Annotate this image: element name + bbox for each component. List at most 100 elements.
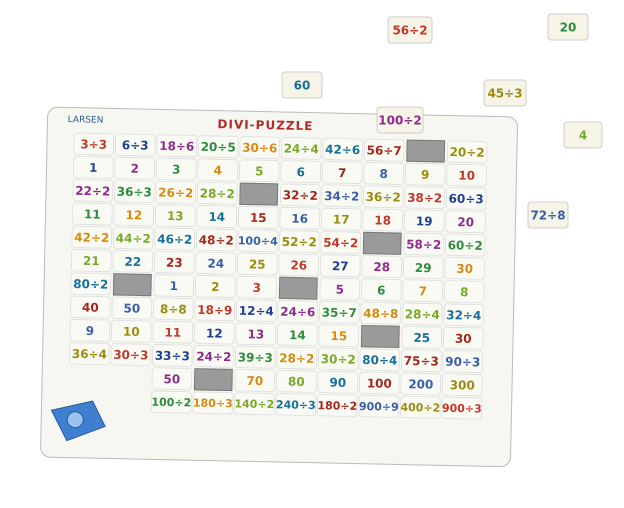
tile	[277, 323, 318, 347]
empty-slot	[406, 139, 446, 163]
tile-text: 30÷6	[242, 141, 277, 156]
tile-text: 28÷2	[279, 351, 314, 366]
tile-text: 40	[82, 300, 99, 314]
tile	[358, 394, 400, 418]
tile	[360, 278, 402, 302]
tile	[279, 206, 321, 230]
tile	[317, 370, 359, 394]
tile-text: 11	[84, 207, 101, 221]
tile	[71, 202, 113, 226]
tile-text: 26÷2	[158, 186, 193, 201]
tile-text: 12	[206, 326, 223, 340]
tile-text: 42÷6	[325, 142, 360, 157]
tile	[192, 391, 234, 415]
tile-text: 17	[333, 212, 350, 226]
tile-text: 400÷2	[400, 401, 440, 415]
tile	[444, 256, 486, 280]
tile	[362, 185, 404, 209]
loose-piece-text: 45÷3	[487, 87, 522, 101]
tile-text: 100÷2	[151, 396, 191, 410]
tile	[234, 369, 276, 392]
tile-text: 70	[246, 374, 263, 388]
tile	[319, 254, 361, 278]
tile-text: 9	[86, 324, 95, 338]
tile-text: 10	[458, 169, 475, 183]
loose-piece-text: 20	[560, 21, 577, 35]
tile	[194, 321, 235, 345]
tile-text: 13	[247, 327, 264, 341]
tile	[318, 347, 359, 371]
tile	[114, 156, 156, 180]
tile	[112, 250, 154, 273]
loose-piece-text: 100÷2	[378, 114, 421, 128]
tile	[400, 349, 442, 373]
tile	[363, 138, 405, 162]
tile	[276, 369, 317, 393]
tile	[113, 180, 155, 203]
tile	[277, 300, 319, 323]
tile	[276, 346, 318, 370]
tile	[402, 256, 444, 279]
tile	[444, 233, 486, 257]
tile	[404, 186, 446, 210]
tile	[318, 324, 360, 348]
tile-text: 28	[373, 260, 390, 274]
tile	[113, 203, 155, 227]
tile-text: 100	[367, 376, 392, 391]
tile	[196, 205, 238, 228]
tile-text: 80	[288, 375, 305, 389]
tile	[363, 162, 405, 185]
tile-text: 28÷4	[405, 307, 440, 322]
tile-text: 900÷3	[442, 402, 482, 416]
tile	[237, 206, 279, 229]
tile-text: 33÷3	[155, 349, 190, 364]
tile-text: 24	[207, 256, 224, 270]
puzzle-board: LARSEN DIVI-PUZZLE 3÷3 6÷3 18÷6 20÷5 30÷6 24÷…	[40, 106, 518, 468]
loose-piece	[387, 16, 433, 44]
tile	[278, 230, 320, 253]
tile-text: 1	[89, 161, 98, 175]
tile	[320, 231, 362, 254]
tile-text: 30÷2	[321, 352, 356, 367]
tile	[446, 140, 488, 164]
tile-text: 23	[166, 256, 183, 270]
tile	[443, 280, 485, 304]
tile-text: 4	[213, 163, 222, 177]
tile	[195, 228, 237, 252]
tile	[154, 227, 196, 251]
tile-text: 3	[172, 163, 181, 177]
tile-text: 140÷2	[234, 397, 274, 411]
tile	[441, 396, 483, 420]
tile	[197, 158, 239, 182]
tile	[194, 298, 236, 322]
tile	[156, 134, 198, 158]
loose-piece	[483, 79, 527, 107]
tile	[235, 322, 277, 346]
tile	[404, 162, 446, 186]
empty-slot	[360, 324, 400, 349]
tile-text: 50	[163, 372, 180, 386]
tile-text: 1	[169, 279, 178, 293]
loose-piece-text: 60	[294, 79, 311, 93]
tile	[111, 296, 153, 320]
tile	[236, 275, 278, 299]
tile-text: 6	[296, 165, 305, 179]
tile-text: 15	[250, 211, 267, 225]
tile	[69, 319, 111, 342]
tile	[72, 179, 114, 203]
tile	[152, 344, 193, 367]
tile-text: 90	[329, 376, 346, 390]
tile-text: 3	[252, 281, 261, 295]
tile	[236, 299, 277, 323]
loose-piece	[376, 106, 424, 134]
tile-text: 5	[335, 282, 344, 296]
empty-slot	[193, 368, 233, 392]
tile-text: 240÷3	[276, 398, 316, 412]
tile-text: 20÷2	[449, 145, 484, 160]
tile	[362, 208, 404, 232]
tile	[110, 343, 152, 366]
tile-text: 25	[249, 257, 266, 271]
empty-slot	[362, 231, 402, 255]
tile	[359, 371, 400, 395]
tile	[237, 229, 279, 253]
